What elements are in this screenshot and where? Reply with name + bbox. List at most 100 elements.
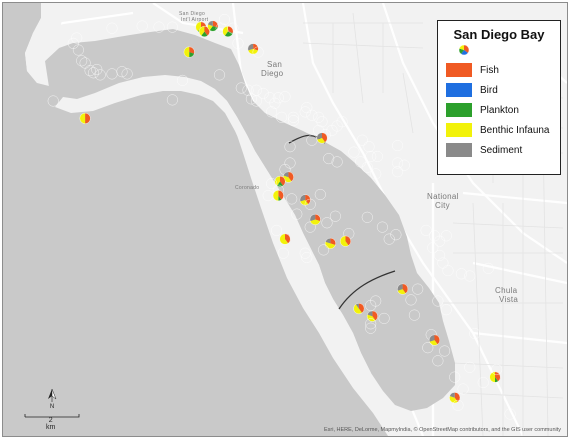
sample-marker-72[interactable] bbox=[323, 153, 335, 165]
sample-marker-83[interactable] bbox=[304, 198, 316, 210]
sample-marker-6[interactable] bbox=[91, 63, 103, 76]
sample-marker-100[interactable] bbox=[376, 221, 388, 233]
sample-marker-140[interactable] bbox=[452, 399, 464, 411]
sample-marker-36[interactable] bbox=[279, 91, 291, 103]
sample-marker-102[interactable] bbox=[383, 233, 395, 245]
sample-marker-116[interactable] bbox=[370, 295, 382, 307]
sample-marker-12[interactable] bbox=[47, 95, 59, 107]
sample-marker-118[interactable] bbox=[353, 303, 365, 315]
sample-marker-92[interactable] bbox=[277, 247, 289, 259]
sample-marker-141[interactable] bbox=[504, 408, 516, 420]
sample-marker-57[interactable] bbox=[306, 134, 318, 146]
sample-marker-67[interactable] bbox=[392, 166, 404, 178]
sample-marker-48[interactable] bbox=[287, 115, 299, 127]
sample-marker-107[interactable] bbox=[427, 242, 439, 254]
sample-marker-47[interactable] bbox=[306, 109, 318, 121]
sample-marker-35[interactable] bbox=[272, 92, 284, 104]
sample-marker-30[interactable] bbox=[176, 74, 189, 86]
sample-marker-132[interactable] bbox=[432, 355, 444, 367]
sample-marker-136[interactable] bbox=[489, 371, 501, 383]
sample-marker-88[interactable] bbox=[309, 213, 321, 226]
sample-marker-4[interactable] bbox=[79, 57, 91, 69]
sample-marker-17[interactable] bbox=[166, 21, 178, 33]
sample-marker-63[interactable] bbox=[371, 150, 383, 163]
sample-marker-28[interactable] bbox=[183, 46, 195, 58]
sample-marker-138[interactable] bbox=[477, 376, 489, 389]
sample-marker-20[interactable] bbox=[218, 13, 231, 26]
sample-marker-70[interactable] bbox=[355, 156, 367, 168]
sample-marker-16[interactable] bbox=[153, 21, 165, 33]
sample-marker-13[interactable] bbox=[79, 112, 91, 124]
sample-marker-15[interactable] bbox=[136, 20, 148, 32]
sample-marker-69[interactable] bbox=[361, 161, 373, 173]
sample-marker-99[interactable] bbox=[361, 211, 373, 223]
sample-marker-94[interactable] bbox=[324, 237, 336, 249]
sample-marker-2[interactable] bbox=[72, 44, 84, 56]
sample-marker-105[interactable] bbox=[440, 230, 452, 242]
sample-marker-39[interactable] bbox=[245, 93, 257, 105]
sample-marker-58[interactable] bbox=[284, 141, 296, 153]
sample-marker-25[interactable] bbox=[232, 37, 244, 49]
sample-marker-78[interactable] bbox=[272, 184, 284, 196]
sample-marker-113[interactable] bbox=[464, 270, 476, 282]
sample-marker-124[interactable] bbox=[408, 309, 420, 321]
sample-marker-130[interactable] bbox=[439, 345, 451, 357]
sample-marker-106[interactable] bbox=[434, 235, 446, 247]
sample-marker-27[interactable] bbox=[252, 46, 264, 58]
sample-marker-129[interactable] bbox=[422, 342, 434, 354]
sample-marker-46[interactable] bbox=[301, 102, 313, 114]
sample-marker-120[interactable] bbox=[378, 312, 390, 324]
sample-marker-123[interactable] bbox=[440, 304, 452, 316]
sample-marker-7[interactable] bbox=[87, 67, 100, 79]
sample-marker-122[interactable] bbox=[432, 295, 444, 307]
sample-marker-77[interactable] bbox=[266, 178, 278, 190]
sample-marker-33[interactable] bbox=[257, 87, 269, 99]
sample-marker-60[interactable] bbox=[363, 141, 375, 153]
sample-marker-3[interactable] bbox=[76, 55, 88, 67]
sample-marker-42[interactable] bbox=[266, 106, 278, 118]
sample-marker-32[interactable] bbox=[250, 84, 262, 96]
sample-marker-52[interactable] bbox=[336, 116, 348, 128]
sample-marker-115[interactable] bbox=[397, 283, 409, 295]
sample-marker-31[interactable] bbox=[166, 94, 178, 106]
sample-marker-108[interactable] bbox=[434, 249, 446, 261]
sample-marker-111[interactable] bbox=[455, 268, 467, 280]
sample-marker-139[interactable] bbox=[449, 392, 461, 404]
sample-marker-76[interactable] bbox=[274, 175, 286, 188]
sample-marker-41[interactable] bbox=[242, 84, 254, 96]
sample-marker-95[interactable] bbox=[318, 244, 330, 256]
sample-marker-14[interactable] bbox=[106, 22, 118, 34]
sample-marker-96[interactable] bbox=[299, 247, 311, 259]
sample-marker-133[interactable] bbox=[464, 361, 476, 373]
sample-marker-93[interactable] bbox=[301, 251, 313, 264]
sample-marker-110[interactable] bbox=[442, 265, 454, 277]
sample-marker-80[interactable] bbox=[272, 190, 284, 202]
sample-marker-85[interactable] bbox=[329, 210, 341, 222]
sample-marker-121[interactable] bbox=[405, 294, 417, 306]
sample-marker-68[interactable] bbox=[370, 168, 382, 180]
sample-marker-101[interactable] bbox=[390, 229, 402, 241]
sample-markers[interactable] bbox=[47, 13, 516, 420]
sample-marker-117[interactable] bbox=[365, 299, 377, 311]
sample-marker-66[interactable] bbox=[398, 159, 410, 171]
sample-marker-37[interactable] bbox=[269, 97, 281, 109]
sample-marker-126[interactable] bbox=[365, 322, 377, 334]
sample-marker-109[interactable] bbox=[437, 257, 449, 269]
sample-marker-50[interactable] bbox=[316, 116, 328, 128]
sample-marker-10[interactable] bbox=[116, 66, 128, 78]
sample-marker-119[interactable] bbox=[366, 310, 378, 322]
sample-marker-91[interactable] bbox=[279, 233, 291, 245]
sample-marker-44[interactable] bbox=[287, 111, 299, 123]
sample-marker-114[interactable] bbox=[412, 283, 424, 295]
sample-marker-131[interactable] bbox=[469, 328, 481, 340]
sample-marker-98[interactable] bbox=[339, 235, 352, 247]
sample-marker-43[interactable] bbox=[276, 111, 288, 123]
sample-marker-49[interactable] bbox=[313, 111, 325, 123]
sample-marker-71[interactable] bbox=[331, 156, 343, 168]
sample-marker-54[interactable] bbox=[326, 124, 338, 136]
sample-marker-0[interactable] bbox=[71, 32, 83, 44]
sample-marker-103[interactable] bbox=[420, 224, 432, 236]
sample-marker-125[interactable] bbox=[365, 318, 377, 330]
sample-marker-84[interactable] bbox=[314, 188, 326, 201]
